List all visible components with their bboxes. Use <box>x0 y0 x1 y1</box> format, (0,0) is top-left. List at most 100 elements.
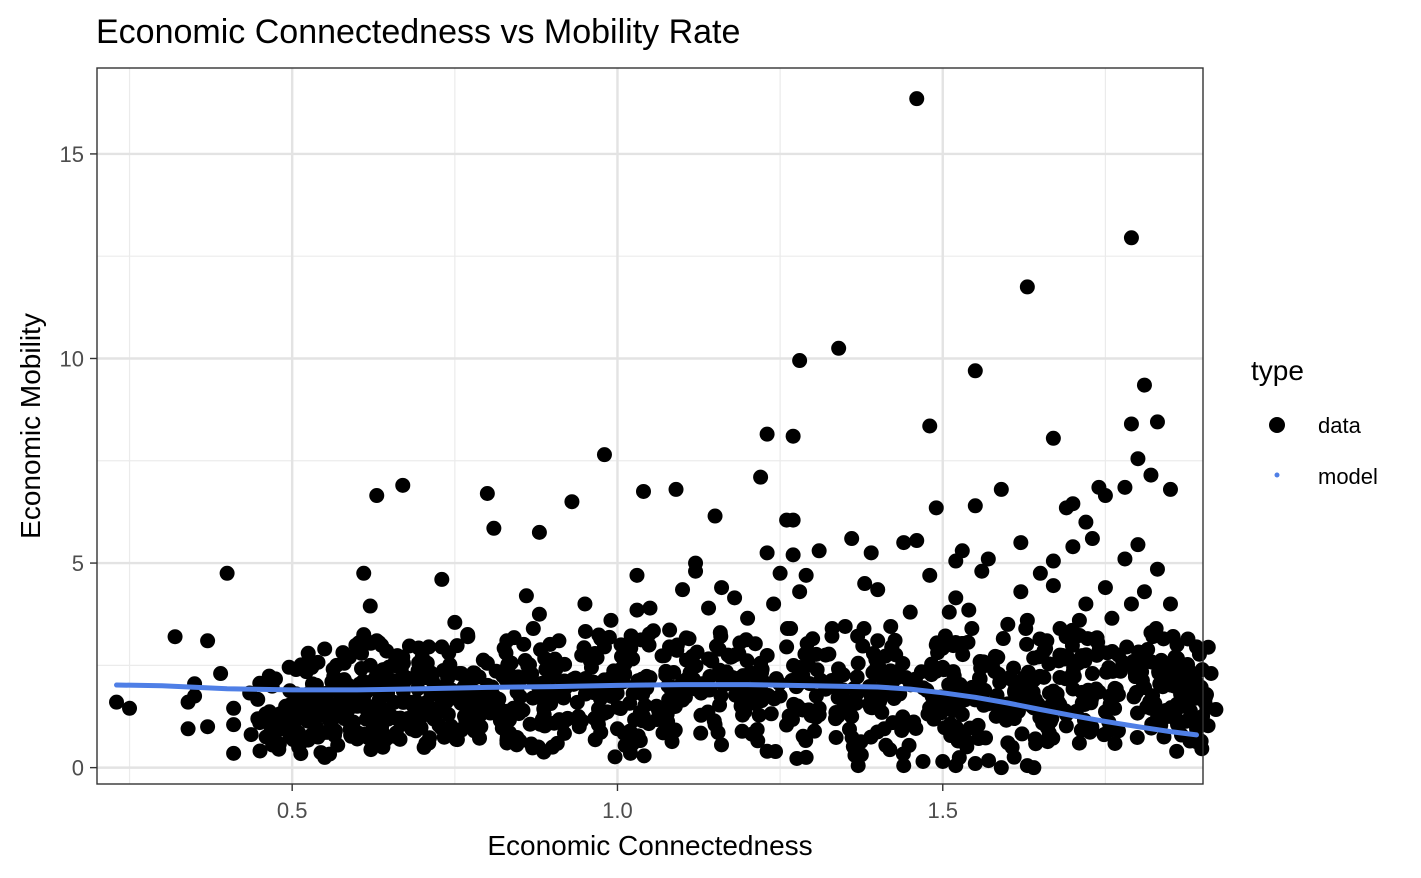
data-point <box>786 658 802 674</box>
data-point <box>516 636 532 652</box>
data-point <box>661 692 677 708</box>
data-point <box>992 674 1008 690</box>
data-point <box>763 706 779 722</box>
data-point <box>708 638 724 654</box>
data-point <box>363 712 379 728</box>
data-point <box>710 724 726 740</box>
data-point <box>955 635 971 651</box>
data-point <box>779 639 795 655</box>
data-point <box>1197 689 1213 705</box>
data-point <box>993 760 1009 776</box>
data-point <box>1006 660 1022 676</box>
data-point <box>995 631 1011 647</box>
data-point <box>226 700 242 716</box>
data-point <box>882 742 898 758</box>
x-tick-label: 1.0 <box>602 798 633 823</box>
data-point <box>1045 578 1061 594</box>
data-point <box>898 716 914 732</box>
data-point <box>735 707 751 723</box>
data-point <box>667 722 683 738</box>
data-point <box>584 652 600 668</box>
data-point <box>747 636 763 652</box>
data-point <box>941 604 957 620</box>
data-point <box>1080 682 1096 698</box>
data-point <box>449 638 465 654</box>
data-point <box>922 567 938 583</box>
data-point <box>250 711 266 727</box>
data-point <box>318 691 334 707</box>
data-point <box>1208 702 1224 718</box>
data-point <box>329 657 345 673</box>
data-point <box>1014 674 1030 690</box>
data-point <box>1130 451 1146 467</box>
data-point <box>1041 656 1057 672</box>
data-point <box>898 670 914 686</box>
data-point <box>511 706 527 722</box>
data-point <box>724 670 740 686</box>
data-point <box>909 91 925 107</box>
data-point <box>1149 561 1165 577</box>
data-point <box>447 614 463 630</box>
data-point <box>1078 514 1094 530</box>
data-point <box>1194 662 1210 678</box>
data-point <box>809 662 825 678</box>
data-point <box>109 694 125 710</box>
data-point <box>250 691 266 707</box>
data-point <box>831 340 847 356</box>
data-point <box>656 648 672 664</box>
data-point <box>835 667 851 683</box>
data-point <box>1096 727 1112 743</box>
data-point <box>1180 631 1196 647</box>
data-point <box>564 494 580 510</box>
data-point <box>759 647 775 663</box>
data-point <box>850 655 866 671</box>
data-point <box>993 481 1009 497</box>
data-point <box>933 705 949 721</box>
data-point <box>348 637 364 653</box>
data-point <box>542 636 558 652</box>
data-point <box>415 665 431 681</box>
data-point <box>1078 596 1094 612</box>
data-point <box>1087 631 1103 647</box>
data-point <box>434 571 450 587</box>
legend-label-data: data <box>1318 413 1362 438</box>
data-point <box>668 481 684 497</box>
data-point <box>270 720 286 736</box>
data-point <box>629 567 645 583</box>
data-point <box>1104 644 1120 660</box>
data-point <box>388 710 404 726</box>
data-point <box>494 720 510 736</box>
data-point <box>1162 596 1178 612</box>
data-point <box>1158 709 1174 725</box>
data-point <box>363 635 379 651</box>
data-point <box>1178 696 1194 712</box>
data-point <box>1107 680 1123 696</box>
data-point <box>688 555 704 571</box>
data-point <box>641 716 657 732</box>
data-point <box>267 707 283 723</box>
data-point <box>635 483 651 499</box>
data-point <box>470 710 486 726</box>
chart-title: Economic Connectedness vs Mobility Rate <box>96 13 740 51</box>
data-point <box>928 500 944 516</box>
data-point <box>435 662 451 678</box>
data-point <box>226 745 242 761</box>
data-point <box>714 737 730 753</box>
data-point <box>1176 673 1192 689</box>
data-point <box>1000 616 1016 632</box>
data-point <box>603 612 619 628</box>
data-point <box>1028 736 1044 752</box>
data-point <box>289 690 305 706</box>
data-point <box>1045 553 1061 569</box>
data-point <box>723 649 739 665</box>
data-point <box>1097 488 1113 504</box>
data-point <box>967 363 983 379</box>
model-curve <box>114 682 1199 738</box>
data-point <box>869 724 885 740</box>
data-point <box>571 719 587 735</box>
data-point <box>924 656 940 672</box>
data-point <box>760 687 776 703</box>
data-point <box>592 691 608 707</box>
data-point <box>395 655 411 671</box>
data-point <box>525 621 541 637</box>
